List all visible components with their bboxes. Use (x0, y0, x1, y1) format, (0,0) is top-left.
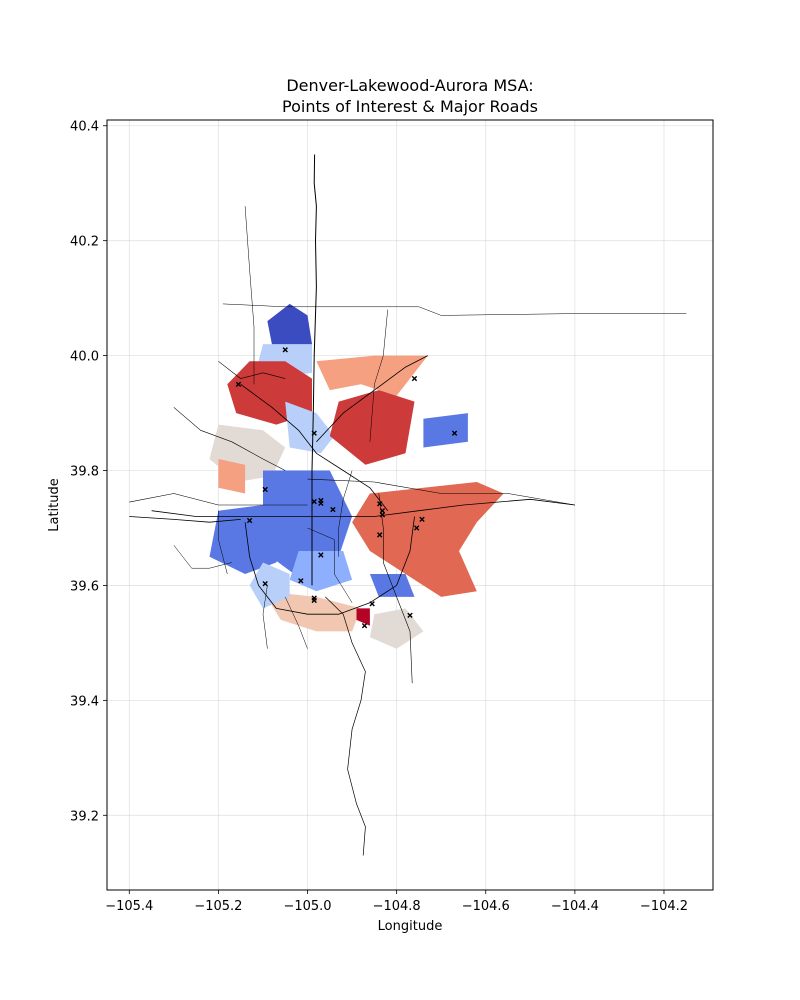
road-line (244, 516, 415, 615)
y-axis-label: Latitude (47, 478, 62, 532)
region-polygon (352, 482, 504, 597)
region-polygon (316, 355, 428, 396)
points-of-interest (235, 347, 458, 629)
y-tick-label: 40.2 (70, 235, 99, 250)
region-polygon (267, 303, 312, 356)
x-tick-label: −105.4 (105, 899, 153, 914)
poi-marker (235, 381, 242, 388)
poi-marker (379, 512, 386, 518)
y-tick-label: 39.8 (70, 465, 99, 480)
road-line (218, 510, 228, 575)
poi-marker (311, 597, 317, 604)
poi-marker (407, 612, 413, 619)
x-tick-label: −104.2 (640, 899, 688, 914)
road-line (307, 527, 353, 603)
poi-marker (377, 532, 383, 538)
x-tick-label: −104.8 (373, 899, 421, 914)
major-roads (129, 154, 687, 856)
x-axis-ticks: −105.4 −105.2 −105.0 −104.8 −104.6 −104.4 −104… (105, 890, 688, 914)
poi-marker (361, 622, 368, 629)
y-tick-label: 39.6 (70, 579, 99, 594)
road-line (173, 407, 286, 471)
poi-marker (262, 581, 268, 587)
region-polygon (263, 470, 353, 574)
y-tick-label: 40.4 (70, 120, 99, 135)
region-polygon (289, 551, 353, 592)
region-polygon (263, 591, 361, 632)
y-tick-label: 39.2 (70, 809, 99, 824)
poi-marker (411, 375, 418, 382)
poi-marker (379, 508, 386, 514)
plot-frame (106, 119, 714, 891)
region-polygon (369, 608, 424, 649)
region-polygon (285, 401, 335, 454)
x-axis-label: Longitude (378, 919, 443, 934)
region-polygon (329, 390, 415, 465)
y-axis-ticks: 39.2 39.4 39.6 39.8 40.0 40.2 40.4 (70, 120, 107, 824)
y-tick-label: 40.0 (70, 350, 99, 365)
poi-marker (330, 506, 336, 513)
road-line (244, 206, 255, 385)
poi-marker (318, 500, 324, 506)
x-tick-label: −104.6 (462, 899, 510, 914)
x-tick-label: −105.0 (283, 899, 331, 914)
chart-title-line2: Points of Interest & Major Roads (282, 97, 538, 116)
x-tick-label: −104.4 (551, 899, 599, 914)
region-polygon (356, 608, 370, 626)
poi-marker (451, 430, 458, 436)
poi-marker (318, 552, 324, 558)
poi-marker (262, 486, 268, 493)
road-line (222, 303, 687, 316)
poi-marker (311, 498, 317, 505)
road-line (369, 309, 388, 442)
x-tick-label: −105.2 (194, 899, 242, 914)
chart-title-line1: Denver-Lakewood-Aurora MSA: (286, 76, 533, 95)
poi-marker (413, 525, 420, 531)
poi-marker (377, 501, 383, 507)
road-line (311, 154, 317, 586)
road-line (307, 478, 575, 506)
road-line (218, 361, 286, 379)
road-line (240, 383, 389, 511)
choropleth-regions (209, 303, 504, 649)
road-line (325, 596, 366, 856)
y-tick-label: 39.4 (70, 694, 99, 709)
poi-marker (298, 578, 304, 584)
poi-marker (311, 430, 317, 436)
region-polygon (423, 413, 468, 448)
road-line (284, 596, 308, 649)
poi-marker (246, 517, 253, 524)
region-polygon (218, 459, 246, 494)
road-line (338, 470, 353, 557)
poi-marker (419, 516, 425, 523)
road-line (129, 516, 241, 523)
road-line (173, 545, 232, 569)
poi-marker (369, 601, 375, 607)
road-line (129, 493, 308, 506)
road-line (262, 585, 268, 649)
poi-marker (282, 347, 288, 353)
road-line (316, 355, 428, 443)
region-polygon (249, 562, 290, 609)
road-line (378, 493, 413, 684)
